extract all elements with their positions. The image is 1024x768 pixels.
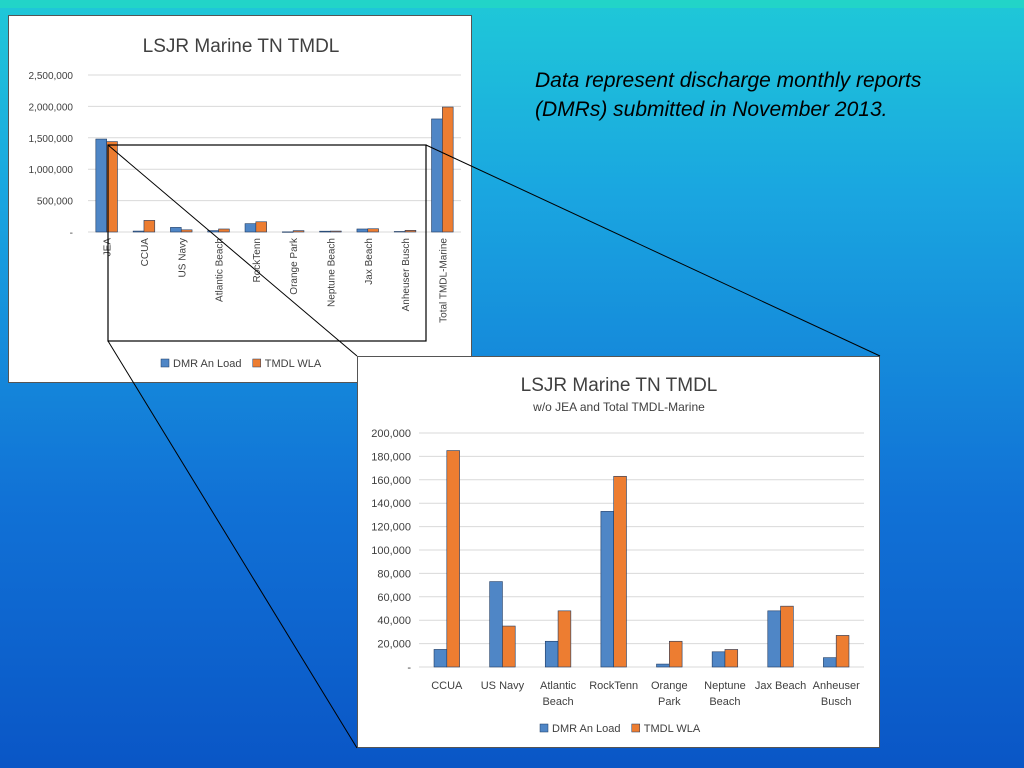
- legend-swatch: [539, 723, 549, 733]
- x-tick-label: Neptune Beach: [326, 238, 337, 307]
- y-tick-label: 160,000: [371, 475, 411, 487]
- bar-tmdl: [724, 649, 739, 668]
- bar-dmr: [544, 640, 559, 668]
- bar-tmdl: [446, 450, 460, 668]
- bar-tmdl: [780, 605, 794, 668]
- bar-tmdl: [442, 106, 454, 233]
- zoomed-chart-svg: LSJR Marine TN TMDL w/o JEA and Total TMD…: [371, 375, 864, 735]
- x-tick-label: Atlantic Beach: [215, 238, 226, 302]
- x-tick-label: Atlantic Beach: [540, 680, 577, 708]
- bar-tmdl: [143, 220, 156, 233]
- bar-tmdl: [613, 475, 627, 668]
- zoom-connector-line: [107, 340, 358, 749]
- bar-tmdl: [255, 221, 267, 233]
- overview-chart-svg: LSJR Marine TN TMDL - 500,000 1,000,000 1,50…: [29, 36, 461, 370]
- y-tick-label: 140,000: [371, 498, 411, 510]
- x-tick-label: Orange Park: [651, 680, 688, 708]
- bar-tmdl: [835, 635, 850, 668]
- y-tick-label: 180,000: [371, 451, 411, 463]
- bar-dmr: [132, 230, 145, 233]
- y-tick-label: 40,000: [377, 615, 411, 627]
- y-tick-label: 2,500,000: [29, 71, 74, 82]
- y-tick-label: 2,000,000: [29, 102, 74, 113]
- overview-chart: LSJR Marine TN TMDL - 500,000 1,000,000 1,50…: [8, 15, 472, 383]
- bar-dmr: [207, 230, 219, 233]
- bar-tmdl: [106, 141, 118, 233]
- y-tick-label: -: [70, 228, 73, 239]
- bar-dmr: [489, 581, 503, 668]
- zoomed-chart: LSJR Marine TN TMDL w/o JEA and Total TMD…: [357, 356, 880, 748]
- legend-swatch: [160, 358, 170, 368]
- bar-tmdl: [557, 610, 572, 668]
- bar-dmr: [356, 228, 369, 233]
- bar-dmr: [823, 657, 837, 668]
- x-tick-label: Orange Park: [289, 237, 300, 295]
- bar-tmdl: [218, 228, 230, 233]
- bar-dmr: [433, 649, 448, 668]
- bar-dmr: [282, 231, 294, 233]
- chart-title: LSJR Marine TN TMDL: [521, 375, 718, 396]
- bar-dmr: [767, 610, 781, 668]
- bar-tmdl: [669, 640, 683, 668]
- bar-dmr: [244, 223, 257, 233]
- x-tick-label: US Navy: [481, 680, 525, 692]
- bar-dmr: [95, 138, 107, 233]
- y-tick-label: 80,000: [377, 568, 411, 580]
- bar-dmr: [711, 651, 726, 668]
- note-text: Data represent discharge monthly reports…: [535, 69, 922, 121]
- y-tick-label: 120,000: [371, 522, 411, 534]
- zoom-connector-line: [425, 144, 881, 357]
- y-tick-label: 20,000: [377, 639, 411, 651]
- x-tick-label: Neptune Beach: [704, 680, 746, 708]
- y-tick-label: 200,000: [371, 428, 411, 440]
- x-tick-label: RockTenn: [252, 238, 263, 282]
- bar-dmr: [600, 511, 614, 668]
- chart-title: LSJR Marine TN TMDL: [143, 36, 340, 57]
- bar-dmr: [319, 230, 331, 233]
- x-tick-label: JEA: [103, 238, 114, 257]
- bar-tmdl: [404, 230, 417, 233]
- x-tick-label: RockTenn: [589, 680, 638, 692]
- x-tick-label: CCUA: [431, 680, 463, 692]
- chart-subtitle: w/o JEA and Total TMDL-Marine: [532, 400, 705, 414]
- x-tick-label: CCUA: [140, 238, 151, 267]
- bar-tmdl: [330, 230, 342, 233]
- bar-dmr: [656, 663, 670, 668]
- y-tick-label: 60,000: [377, 592, 411, 604]
- bar-dmr: [431, 118, 443, 233]
- bar-dmr: [170, 227, 182, 233]
- y-tick-label: 1,000,000: [29, 165, 74, 176]
- legend-swatch: [631, 723, 641, 733]
- top-accent-strip: [0, 0, 1024, 8]
- x-tick-label: Anheuser Busch: [813, 680, 860, 708]
- bar-tmdl: [367, 228, 379, 233]
- bar-tmdl: [502, 625, 516, 668]
- x-tick-label: US Navy: [177, 238, 188, 277]
- x-tick-label: Anheuser Busch: [401, 238, 412, 311]
- legend-label: DMR An Load: [173, 358, 241, 370]
- y-tick-label: 500,000: [37, 197, 74, 208]
- bar-tmdl: [180, 229, 193, 233]
- x-tick-label: Jax Beach: [755, 680, 806, 692]
- legend-label: DMR An Load: [552, 723, 620, 735]
- y-tick-label: 1,500,000: [29, 134, 74, 145]
- legend-label: TMDL WLA: [265, 358, 322, 370]
- x-tick-label: Jax Beach: [364, 238, 375, 285]
- legend-label: TMDL WLA: [644, 723, 701, 735]
- x-tick-label: Total TMDL-Marine: [438, 238, 449, 323]
- legend-swatch: [252, 358, 262, 368]
- bar-dmr: [393, 231, 406, 233]
- bar-tmdl: [292, 230, 305, 233]
- y-tick-label: 100,000: [371, 545, 411, 557]
- y-tick-label: -: [407, 662, 411, 674]
